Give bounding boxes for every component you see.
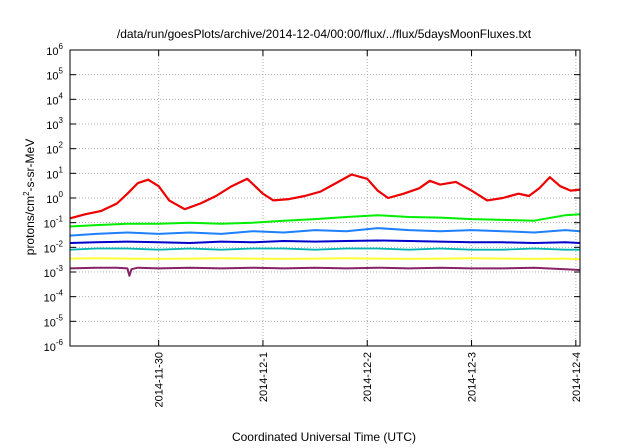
y-tick-base: 10 [46, 71, 58, 83]
y-tick-label: 10-1 [44, 215, 64, 231]
y-tick-label: 10-5 [44, 313, 64, 329]
y-tick-exponent: 3 [59, 116, 64, 125]
series-line-2 [69, 213, 581, 228]
y-tick-exponent: 2 [59, 141, 64, 150]
y-tick-exponent: 5 [59, 67, 64, 76]
x-tick-label: 2014-12-3 [467, 352, 479, 402]
y-tick-exponent: -4 [56, 289, 64, 298]
y-tick-label: 100 [46, 190, 63, 206]
axis-ticks [70, 49, 580, 347]
y-tick-exponent: 4 [59, 91, 64, 100]
y-tick-base: 10 [46, 145, 58, 157]
series-line-7 [69, 266, 581, 277]
y-tick-base: 10 [44, 317, 56, 329]
y-tick-base: 10 [44, 342, 56, 354]
chart-title: /data/run/goesPlots/archive/2014-12-04/0… [117, 27, 532, 41]
y-tick-label: 10-3 [44, 264, 64, 280]
y-axis-label-sup: 2 [22, 191, 31, 196]
y-axis-label: protons/cm2-s-sr-MeV [22, 139, 37, 255]
series-line-6 [69, 257, 581, 261]
y-tick-exponent: -3 [56, 264, 64, 273]
y-tick-exponent: -5 [56, 313, 64, 322]
series-line-5 [69, 247, 580, 251]
y-tick-base: 10 [46, 95, 58, 107]
y-tick-exponent: -1 [56, 215, 64, 224]
y-axis-label-rest: -s-sr-MeV [23, 139, 37, 192]
y-axis-label-main: protons/cm [23, 196, 37, 255]
x-tick-label: 2014-12-1 [258, 352, 270, 402]
y-tick-label: 105 [46, 67, 63, 83]
y-tick-base: 10 [46, 169, 58, 181]
y-tick-label: 104 [46, 91, 63, 107]
x-axis-label: Coordinated Universal Time (UTC) [232, 430, 416, 444]
y-tick-exponent: 6 [59, 42, 64, 51]
y-tick-base: 10 [46, 194, 58, 206]
y-tick-label: 101 [46, 165, 63, 181]
series-line-1 [69, 173, 581, 220]
y-tick-base: 10 [46, 46, 58, 58]
y-tick-base: 10 [44, 219, 56, 231]
y-tick-base: 10 [44, 293, 56, 305]
y-tick-base: 10 [46, 120, 58, 132]
x-tick-label: 2014-11-30 [154, 352, 166, 407]
x-tick-label: 2014-12-4 [571, 352, 583, 402]
y-tick-base: 10 [44, 268, 56, 280]
series-line-3 [69, 227, 581, 237]
series-layer [69, 173, 581, 277]
series-line-4 [69, 239, 581, 244]
y-tick-base: 10 [44, 243, 56, 255]
y-tick-label: 10-2 [44, 239, 64, 255]
y-tick-labels: 10-610-510-410-310-210-11001011021031041… [44, 42, 64, 354]
y-tick-label: 106 [46, 42, 63, 58]
x-tick-label: 2014-12-2 [362, 352, 374, 402]
y-tick-exponent: -2 [56, 239, 64, 248]
y-tick-exponent: 0 [59, 190, 64, 199]
y-tick-label: 10-4 [44, 289, 64, 305]
y-tick-exponent: 1 [59, 165, 64, 174]
y-tick-label: 10-6 [44, 338, 64, 354]
y-tick-exponent: -6 [56, 338, 64, 347]
y-tick-label: 103 [46, 116, 63, 132]
y-tick-label: 102 [46, 141, 63, 157]
x-tick-labels: 2014-11-30 2014-12-1 2014-12-2 2014-12-3 201… [154, 352, 583, 407]
